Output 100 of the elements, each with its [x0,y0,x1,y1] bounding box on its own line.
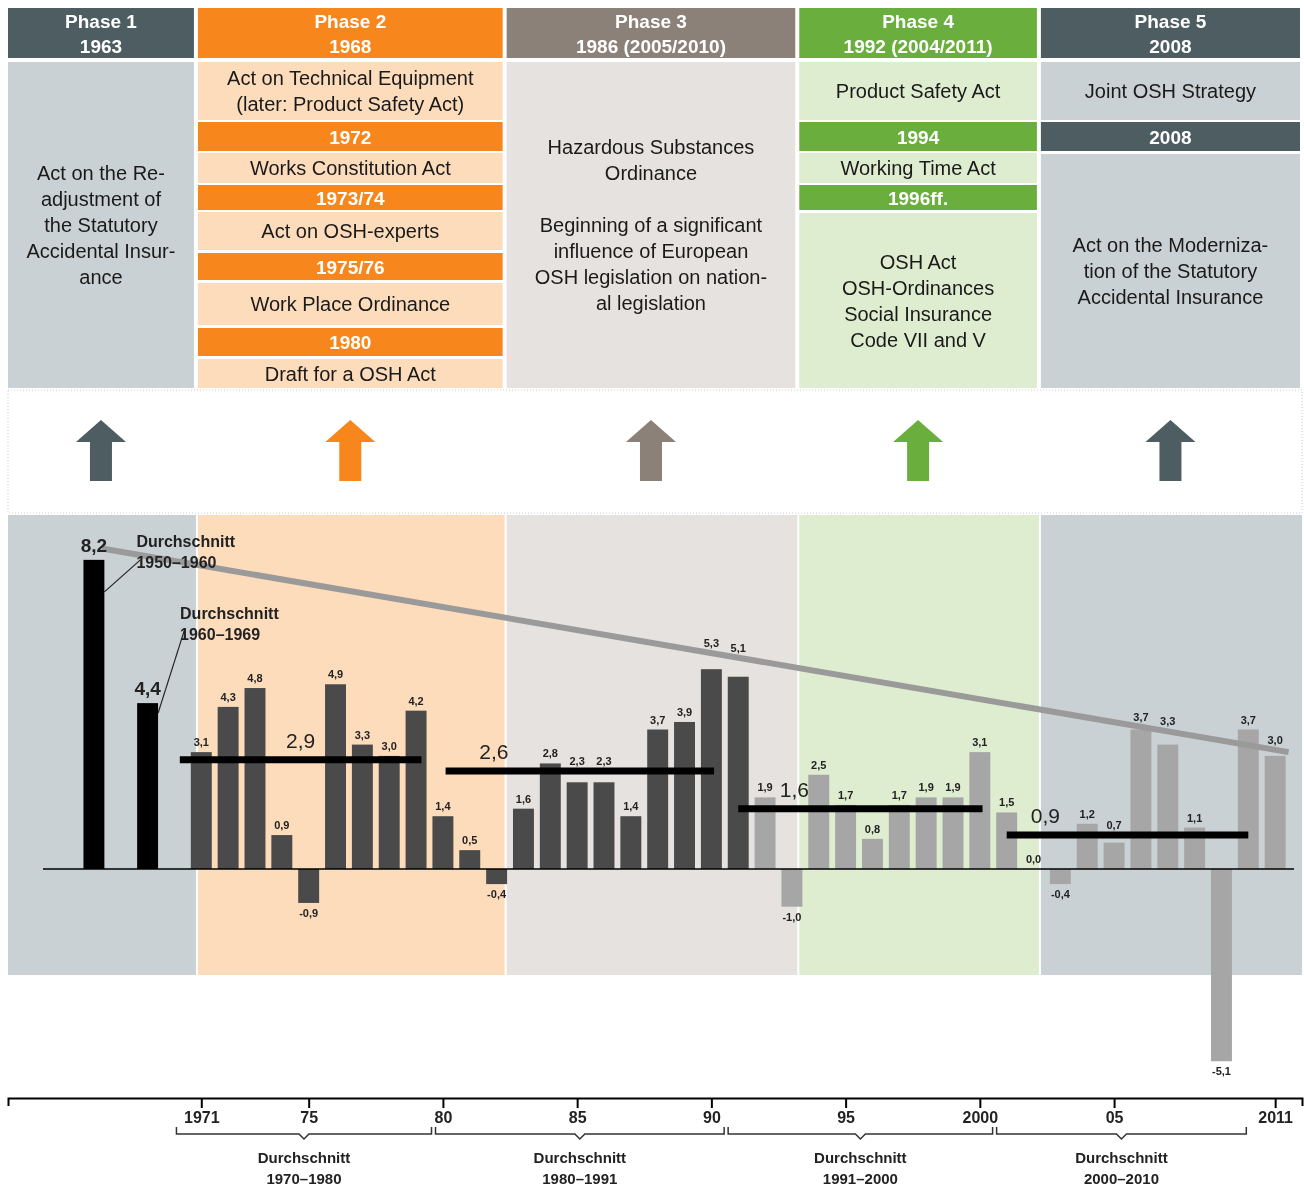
data-label: 8,2 [80,534,108,556]
text: Works Constitution Act [249,157,452,179]
data-label: 3,3 [354,728,371,741]
x-tick-label: 75 [300,1109,319,1127]
annotation: 2,6 [479,739,509,763]
data-label: 0,8 [864,822,881,835]
annotation: 2,9 [286,728,316,752]
bar [351,744,373,869]
x-tick-label: 95 [837,1109,856,1127]
data-label: 3,1 [972,736,988,749]
text: Hazardous Substances Ordinance Beginning of a significant influence of European OSH legislation on nation- al legislation [534,136,768,314]
text: 2008 [1149,126,1192,147]
text: Phase 2 1968 [314,10,387,56]
data-label: 0,5 [462,834,478,847]
text: Durchschnitt 1970–1980 [257,1148,351,1186]
text: 1975/76 [315,256,385,277]
data-label: 2,3 [569,754,585,767]
data-label: 1,2 [1079,807,1095,820]
text: Work Place Ordinance [250,293,451,315]
data-label: 4,8 [247,672,263,685]
data-label: 1,7 [837,788,854,801]
annotation: 0,9 [1030,804,1060,828]
data-label: 3,9 [676,705,693,718]
bar [244,688,266,869]
bar [969,752,991,869]
data-label: 1,4 [623,800,640,813]
data-label: 5,1 [730,641,746,654]
bar [271,835,293,869]
data-label: 3,7 [1240,713,1256,726]
data-label: 3,0 [1267,733,1283,746]
text: Working Time Act [840,157,997,179]
text: Act on the Moderniza- tion of the Statutory Accidental Insurance [1072,234,1269,308]
x-tick-label: 85 [568,1109,587,1127]
annotation: Durchschnitt 1950–1960 [136,532,236,571]
data-label: 3,3 [1160,715,1176,728]
bar [620,816,642,869]
data-label: 1,5 [999,796,1015,809]
bar [1157,744,1179,869]
x-tick-label: 80 [434,1109,453,1127]
text: 1994 [896,126,940,147]
bar [190,752,212,869]
data-label: 4,9 [327,668,344,681]
data-label: 4,2 [408,694,424,707]
bar [996,812,1018,869]
bar [647,729,669,869]
bar [727,676,749,869]
data-label: 1,6 [515,792,532,805]
text: 1972 [329,126,372,147]
x-tick-label: 1971 [184,1109,220,1127]
bar [325,684,346,869]
bar [405,710,427,869]
data-label: -0,4 [1050,888,1071,901]
x-tick-label: 2000 [962,1109,999,1127]
text: Joint OSH Strategy [1084,80,1257,102]
data-label: 4,3 [220,690,236,703]
data-label: 3,1 [193,736,209,749]
data-label: 0,9 [274,819,290,832]
data-label: 1,1 [1186,811,1203,824]
bar [861,838,883,869]
data-label: 2,8 [542,747,558,760]
data-label: 4,4 [134,678,162,700]
data-label: 3,7 [1133,710,1149,723]
text: Product Safety Act [835,80,1001,102]
text: OSH Act OSH-Ordinances Social Insurance Code VII and V [841,250,995,351]
text: Phase 3 1986 (2005/2010) [575,10,726,56]
annotation: 1,6 [779,777,810,801]
data-label: 0,0 [1025,853,1042,865]
text: 1996ff. [887,187,949,208]
data-label: -0,4 [487,888,507,901]
data-label: -5,1 [1211,1065,1231,1078]
data-label: 3,0 [381,739,397,752]
data-label: 5,3 [703,637,720,650]
bar [700,669,722,869]
bar [566,782,588,869]
bar [674,721,695,869]
data-label: 1,4 [435,800,452,813]
text: 1980 [329,331,372,353]
text: Act on Technical Equipment (later: Product Safety Act) [227,67,474,115]
data-label: -1,0 [782,910,802,923]
data-label: 2,3 [596,754,612,767]
bar [781,869,803,907]
text: Phase 1 1963 [65,10,138,56]
bar [593,782,615,869]
bar [512,808,534,869]
data-label: 1,9 [918,781,934,794]
bar [459,850,481,869]
bar [217,706,239,869]
x-tick-label: 2011 [1258,1109,1294,1127]
text: Act on the Re- adjustment of the Statutory Accidental Insur- ance [26,162,176,288]
bar [754,797,776,869]
x-tick-label: 05 [1105,1109,1124,1127]
bar [1103,842,1125,869]
data-label: 2,5 [811,758,827,771]
data-label: 3,7 [650,713,666,726]
text: Act on OSH-experts [261,220,440,242]
bar [1210,869,1232,1062]
text: Draft for a OSH Act [264,362,437,385]
data-label: 1,7 [891,788,907,801]
data-label: 0,7 [1106,819,1122,832]
bar [1049,869,1071,885]
